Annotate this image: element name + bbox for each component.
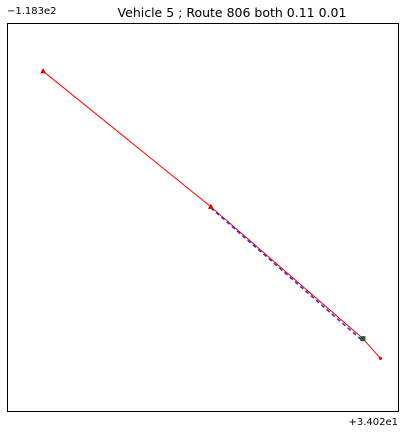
marker-layer xyxy=(40,68,366,342)
series-line-1 xyxy=(42,70,381,359)
x-offset-label: +3.402e1 xyxy=(348,417,398,428)
chart-title: Vehicle 5 ; Route 806 both 0.11 0.01 xyxy=(118,5,347,20)
series-line-2 xyxy=(210,207,362,341)
triangle-marker xyxy=(208,203,214,209)
square-marker xyxy=(360,336,366,342)
y-offset-label: −1.183e2 xyxy=(7,6,57,17)
triangle-marker xyxy=(40,68,46,74)
plot-area-frame xyxy=(7,23,399,412)
data-point xyxy=(378,356,383,360)
